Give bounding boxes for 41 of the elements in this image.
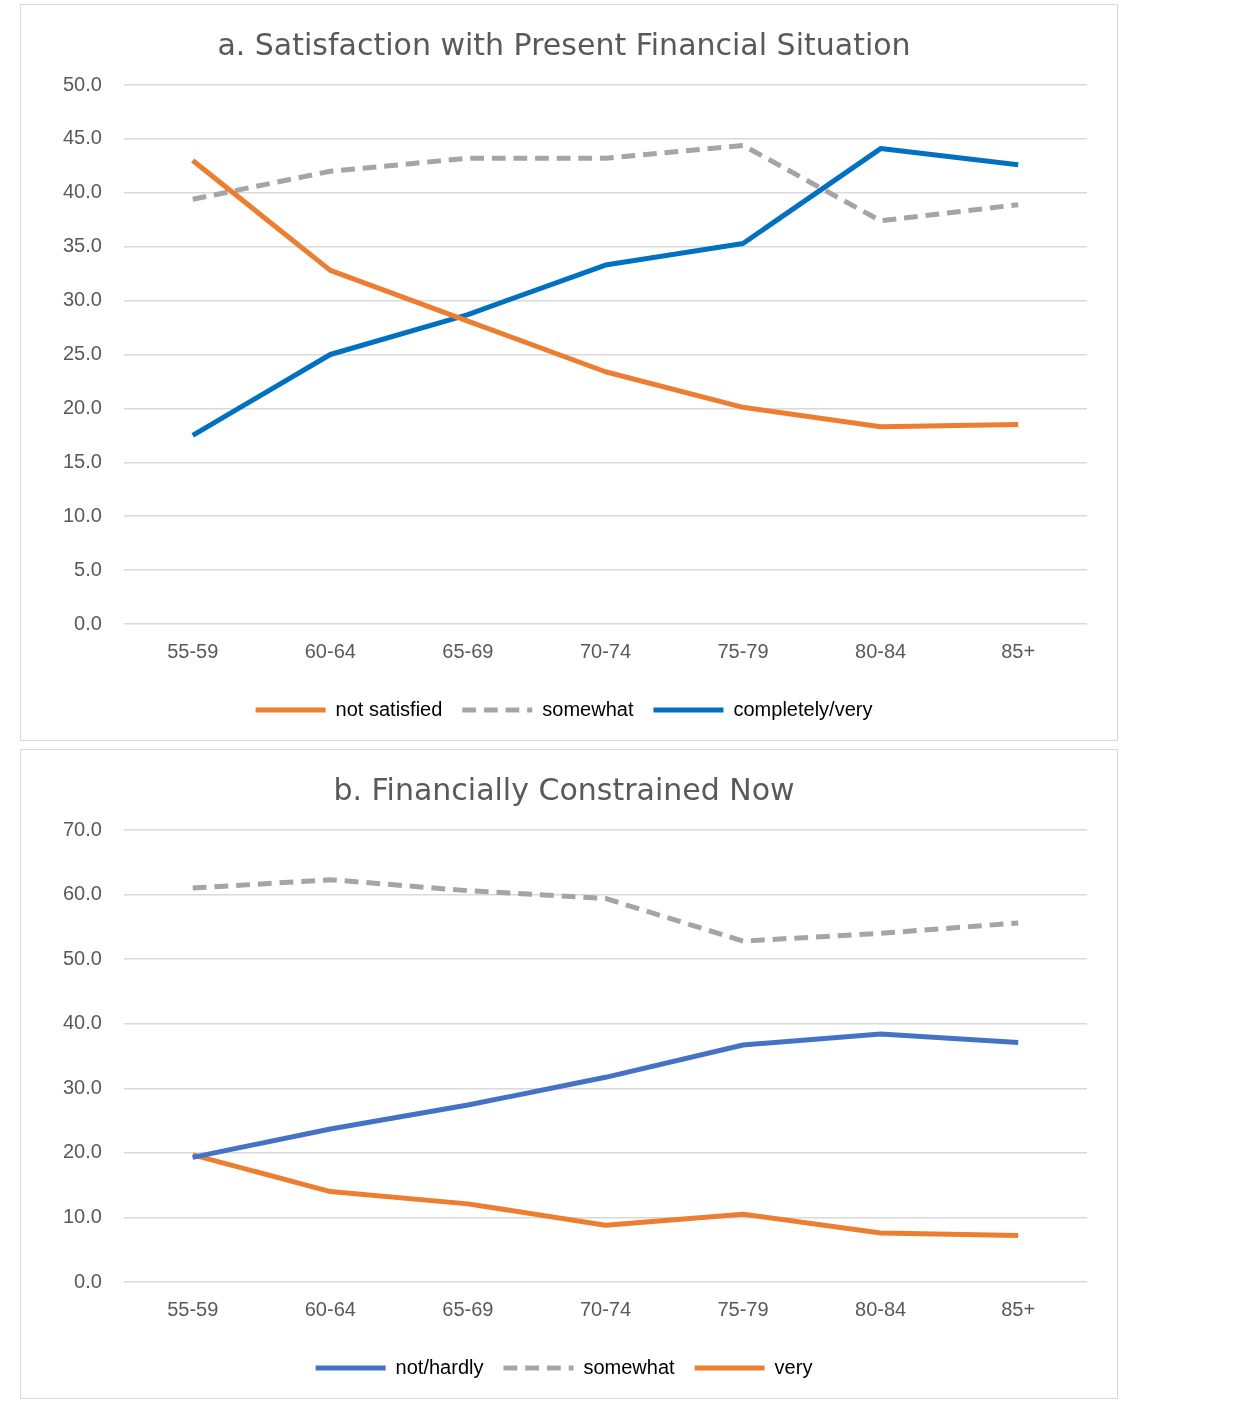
legend-label: somewhat xyxy=(542,697,634,720)
x-tick-label: 60-64 xyxy=(304,639,356,662)
legend-label: somewhat xyxy=(583,1355,676,1378)
x-tick-label: 70-74 xyxy=(579,639,632,662)
y-tick-label: 45.0 xyxy=(62,126,102,149)
y-tick-label: 50.0 xyxy=(62,72,102,95)
y-tick-label: 0.0 xyxy=(74,1269,102,1292)
chart-title: b. Financially Constrained Now xyxy=(333,771,795,807)
chart-title: a. Satisfaction with Present Financial Situation xyxy=(217,26,911,62)
y-tick-label: 10.0 xyxy=(62,1204,102,1227)
y-tick-label: 50.0 xyxy=(62,946,102,969)
y-tick-label: 25.0 xyxy=(62,342,102,365)
y-tick-label: 30.0 xyxy=(62,1075,102,1098)
x-tick-label: 55-59 xyxy=(167,1297,219,1320)
x-tick-label: 80-84 xyxy=(855,639,907,662)
y-tick-label: 20.0 xyxy=(62,395,102,418)
x-tick-label: 80-84 xyxy=(855,1297,907,1320)
y-tick-label: 30.0 xyxy=(62,288,102,311)
y-tick-label: 60.0 xyxy=(62,882,102,905)
x-tick-label: 65-69 xyxy=(442,1297,494,1320)
x-tick-label: 60-64 xyxy=(304,1297,356,1320)
legend-label: not satisfied xyxy=(335,697,443,720)
y-tick-label: 10.0 xyxy=(62,503,102,526)
y-tick-label: 20.0 xyxy=(62,1140,102,1163)
y-tick-label: 5.0 xyxy=(74,557,102,580)
y-tick-label: 40.0 xyxy=(62,1011,102,1034)
legend-label: completely/very xyxy=(733,697,873,720)
legend-label: very xyxy=(774,1355,813,1378)
x-tick-label: 75-79 xyxy=(717,639,769,662)
x-tick-label: 55-59 xyxy=(167,639,219,662)
y-tick-label: 15.0 xyxy=(62,449,102,472)
x-tick-label: 65-69 xyxy=(442,639,494,662)
legend-label: not/hardly xyxy=(395,1355,484,1378)
y-tick-label: 0.0 xyxy=(74,611,102,634)
x-tick-label: 70-74 xyxy=(579,1297,632,1320)
y-tick-label: 35.0 xyxy=(62,234,102,257)
x-tick-label: 75-79 xyxy=(717,1297,769,1320)
x-tick-label: 85+ xyxy=(1001,1297,1036,1320)
y-tick-label: 40.0 xyxy=(62,180,102,203)
x-tick-label: 85+ xyxy=(1001,639,1036,662)
y-tick-label: 70.0 xyxy=(62,817,102,840)
